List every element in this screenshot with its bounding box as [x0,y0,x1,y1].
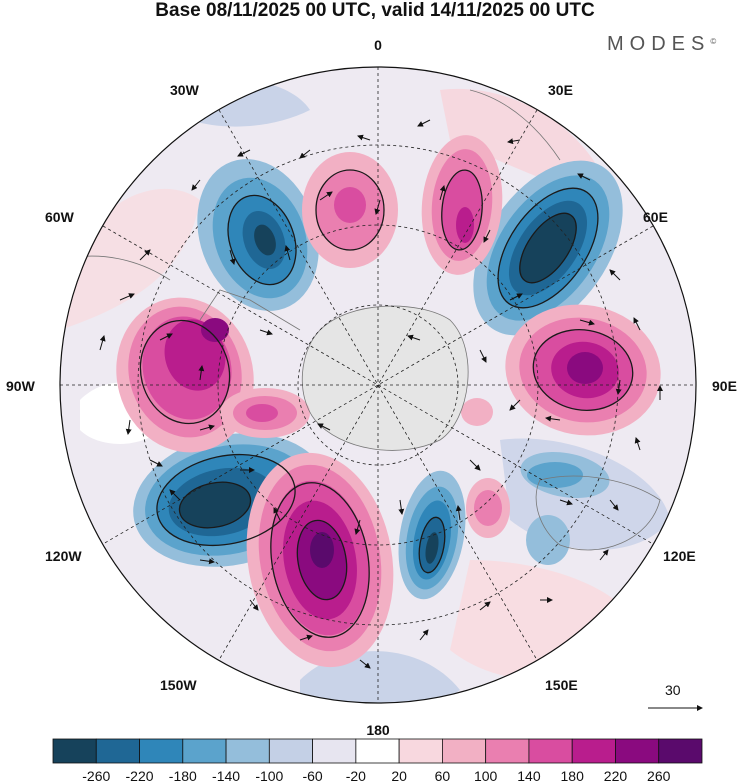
colorbar-tick-label: 260 [647,768,671,783]
lon-label-180: 180 [366,722,390,738]
colorbar-swatch [52,738,97,764]
colorbar-tick-label: -220 [126,768,154,783]
brand-mark: © [710,37,717,46]
low-4 [398,470,466,600]
colorbar-tick-label: -140 [212,768,240,783]
colorbar-swatch [528,738,573,764]
lon-label-120e: 120E [663,548,696,564]
map-title: Base 08/11/2025 00 UTC, valid 14/11/2025… [155,0,595,21]
colorbar-swatch [312,738,357,764]
colorbar-tick-label: 180 [561,768,585,783]
colorbar-swatch [441,738,487,764]
colorbar-swatch [355,738,400,764]
low-5 [520,451,610,565]
lon-label-90e: 90E [712,378,737,394]
colorbar-tick-label: -260 [82,768,110,783]
reference-vector-label: 30 [665,682,681,698]
colorbar-tick-label: 60 [435,768,451,783]
lon-label-30e: 30E [548,82,573,98]
colorbar-tick-label: -20 [346,768,366,783]
colorbar-swatch [268,738,314,764]
lon-label-30w: 30W [170,82,200,98]
colorbar-swatch [139,738,184,764]
lon-label-150e: 150E [545,677,578,693]
high-7 [461,398,510,538]
low-1 [197,159,319,311]
colorbar-swatch [398,738,443,764]
lon-label-120w: 120W [45,548,82,564]
graticule [60,67,696,703]
lon-label-60e: 60E [643,209,668,225]
colorbar-ticks: -260 -220 -180 -140 -100 -60 -20 20 60 100 140 180 2… [82,768,670,783]
colorbar-tick-label: -100 [255,768,283,783]
colorbar-tick-label: 20 [391,768,407,783]
high-3 [505,304,661,436]
brand-name: MODES [607,33,711,55]
colorbar-swatch [95,738,140,764]
colorbar-swatch [615,738,660,764]
colorbar-swatch [658,738,703,764]
colorbar-tick-label: -60 [302,768,322,783]
antarctica-landmass [302,306,469,451]
lon-label-60w: 60W [45,209,75,225]
colorbar [52,738,703,764]
colorbar-swatch [182,738,227,764]
lon-label-150w: 150W [160,677,197,693]
weak-negative-region [300,651,460,703]
contour-lines [139,169,634,638]
weak-positive-region [60,188,200,330]
map-border [59,66,697,704]
colorbar-swatch [485,738,530,764]
lon-label-0: 0 [374,37,382,53]
colorbar-swatch [571,738,616,764]
map-field [60,67,696,703]
high-2 [246,452,394,668]
low-2 [473,160,623,336]
colorbar-tick-label: 220 [604,768,628,783]
brand-logo: MODES© [607,33,716,56]
colorbar-swatch [225,738,270,764]
high-6 [220,388,310,438]
colorbar-tick-label: 100 [474,768,498,783]
lon-label-90w: 90W [6,378,36,394]
colorbar-tick-label: 140 [517,768,541,783]
colorbar-tick-label: -180 [169,768,197,783]
wind-vectors [99,119,663,669]
